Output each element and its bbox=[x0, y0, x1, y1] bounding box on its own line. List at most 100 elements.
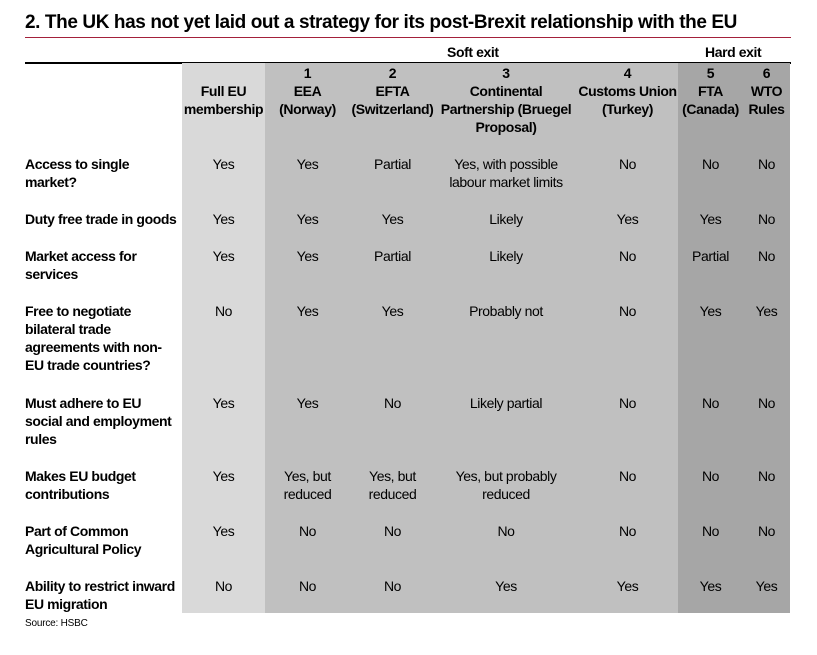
table-cell: Yes bbox=[265, 240, 350, 295]
column-header: 2 EFTA (Switzerland) bbox=[350, 63, 435, 148]
source-note: Source: HSBC bbox=[25, 618, 88, 629]
column-header: 6 WTO Rules bbox=[743, 63, 790, 148]
row-label: Duty free trade in goods bbox=[25, 211, 177, 227]
group-soft-exit: Soft exit bbox=[447, 44, 499, 60]
table-cell: Yes bbox=[743, 295, 790, 387]
column-name: Customs Union (Turkey) bbox=[578, 83, 677, 117]
column-name: EEA (Norway) bbox=[279, 83, 336, 117]
table-cell: Yes bbox=[265, 203, 350, 240]
table-cell: Yes bbox=[182, 240, 265, 295]
comparison-table: Full EU membership 1 EEA (Norway) 2 EFTA (Sw… bbox=[25, 63, 790, 613]
table-cell: Yes bbox=[350, 295, 435, 387]
column-name: Full EU membership bbox=[183, 83, 264, 117]
table-cell: No bbox=[182, 295, 265, 387]
table-cell: Yes, with possible labour market limits bbox=[435, 148, 577, 203]
column-header: Full EU membership bbox=[182, 63, 265, 148]
row-label: Ability to restrict inward EU migration bbox=[25, 578, 175, 612]
column-header: 4 Customs Union (Turkey) bbox=[577, 63, 678, 148]
column-name: EFTA (Switzerland) bbox=[351, 83, 434, 117]
column-name: WTO Rules bbox=[748, 83, 785, 117]
table-cell: No bbox=[350, 570, 435, 613]
table-cell: Likely bbox=[435, 203, 577, 240]
table-cell: Likely partial bbox=[435, 387, 577, 460]
table-cell: Yes bbox=[743, 570, 790, 613]
table-cell: No bbox=[577, 240, 678, 295]
table-cell: Yes bbox=[678, 203, 743, 240]
table-cell: No bbox=[577, 460, 678, 515]
table-cell: No bbox=[743, 240, 790, 295]
table-cell: No bbox=[577, 148, 678, 203]
table-row: Duty free trade in goods Yes Yes Yes Likely Y… bbox=[25, 203, 790, 240]
table-cell: Yes bbox=[182, 515, 265, 570]
table-cell: Partial bbox=[678, 240, 743, 295]
table-cell: Partial bbox=[350, 148, 435, 203]
table-cell: Probably not bbox=[435, 295, 577, 387]
column-header: 1 EEA (Norway) bbox=[265, 63, 350, 148]
table-cell: No bbox=[577, 515, 678, 570]
header-blank bbox=[25, 63, 182, 148]
row-label: Part of Common Agricultural Policy bbox=[25, 523, 142, 557]
table-row: Must adhere to EU social and employment … bbox=[25, 387, 790, 460]
table-cell: Yes bbox=[350, 203, 435, 240]
column-number bbox=[182, 63, 265, 82]
table-cell: No bbox=[577, 295, 678, 387]
table-cell: No bbox=[678, 515, 743, 570]
table-cell: Yes bbox=[265, 295, 350, 387]
table-cell: Yes, but reduced bbox=[265, 460, 350, 515]
table-cell: No bbox=[743, 387, 790, 460]
table-cell: Yes bbox=[182, 203, 265, 240]
table-row: Makes EU budget contributions Yes Yes, but… bbox=[25, 460, 790, 515]
table-cell: No bbox=[743, 515, 790, 570]
row-label: Access to single market? bbox=[25, 156, 130, 190]
table-row: Ability to restrict inward EU migration N… bbox=[25, 570, 790, 613]
table-cell: No bbox=[265, 515, 350, 570]
row-label: Must adhere to EU social and employment … bbox=[25, 395, 172, 447]
group-hard-exit: Hard exit bbox=[705, 44, 762, 60]
row-label: Makes EU budget contributions bbox=[25, 468, 136, 502]
table-cell: Yes, but probably reduced bbox=[435, 460, 577, 515]
table-cell: No bbox=[743, 460, 790, 515]
table-cell: Yes bbox=[265, 387, 350, 460]
row-label: Free to negotiate bilateral trade agreem… bbox=[25, 303, 162, 373]
table-cell: No bbox=[265, 570, 350, 613]
column-number: 2 bbox=[388, 65, 397, 81]
column-name: Continental Partnership (Bruegel Proposa… bbox=[440, 83, 572, 135]
table-cell: Yes bbox=[678, 295, 743, 387]
table-cell: No bbox=[577, 387, 678, 460]
column-name: FTA (Canada) bbox=[682, 83, 739, 117]
table-cell: Yes bbox=[577, 570, 678, 613]
table-cell: No bbox=[678, 387, 743, 460]
page-title: 2. The UK has not yet laid out a strateg… bbox=[25, 12, 737, 33]
column-number: 6 bbox=[762, 65, 771, 81]
column-header: 5 FTA (Canada) bbox=[678, 63, 743, 148]
table-cell: Yes bbox=[182, 387, 265, 460]
table-row: Access to single market? Yes Yes Partial Yes… bbox=[25, 148, 790, 203]
table-cell: Yes bbox=[435, 570, 577, 613]
table-cell: Partial bbox=[350, 240, 435, 295]
table-cell: No bbox=[435, 515, 577, 570]
table-cell: Likely bbox=[435, 240, 577, 295]
table-cell: No bbox=[350, 515, 435, 570]
table-row: Part of Common Agricultural Policy Yes No N… bbox=[25, 515, 790, 570]
table-cell: No bbox=[182, 570, 265, 613]
table-cell: Yes, but reduced bbox=[350, 460, 435, 515]
table-row: Market access for services Yes Yes Partial L… bbox=[25, 240, 790, 295]
table-cell: No bbox=[743, 148, 790, 203]
table-cell: No bbox=[678, 460, 743, 515]
column-number: 4 bbox=[623, 65, 632, 81]
table-cell: Yes bbox=[678, 570, 743, 613]
table-cell: No bbox=[678, 148, 743, 203]
row-label: Market access for services bbox=[25, 248, 137, 282]
table-cell: Yes bbox=[577, 203, 678, 240]
column-number: 5 bbox=[706, 65, 715, 81]
group-header-row: Soft exit Hard exit bbox=[25, 44, 791, 64]
table-cell: No bbox=[743, 203, 790, 240]
table-cell: Yes bbox=[182, 148, 265, 203]
column-header: 3 Continental Partnership (Bruegel Propos… bbox=[435, 63, 577, 148]
column-number: 1 bbox=[303, 65, 312, 81]
table-cell: No bbox=[350, 387, 435, 460]
table-cell: Yes bbox=[182, 460, 265, 515]
table-cell: Yes bbox=[265, 148, 350, 203]
title-rule bbox=[25, 37, 791, 38]
column-number: 3 bbox=[502, 65, 510, 81]
